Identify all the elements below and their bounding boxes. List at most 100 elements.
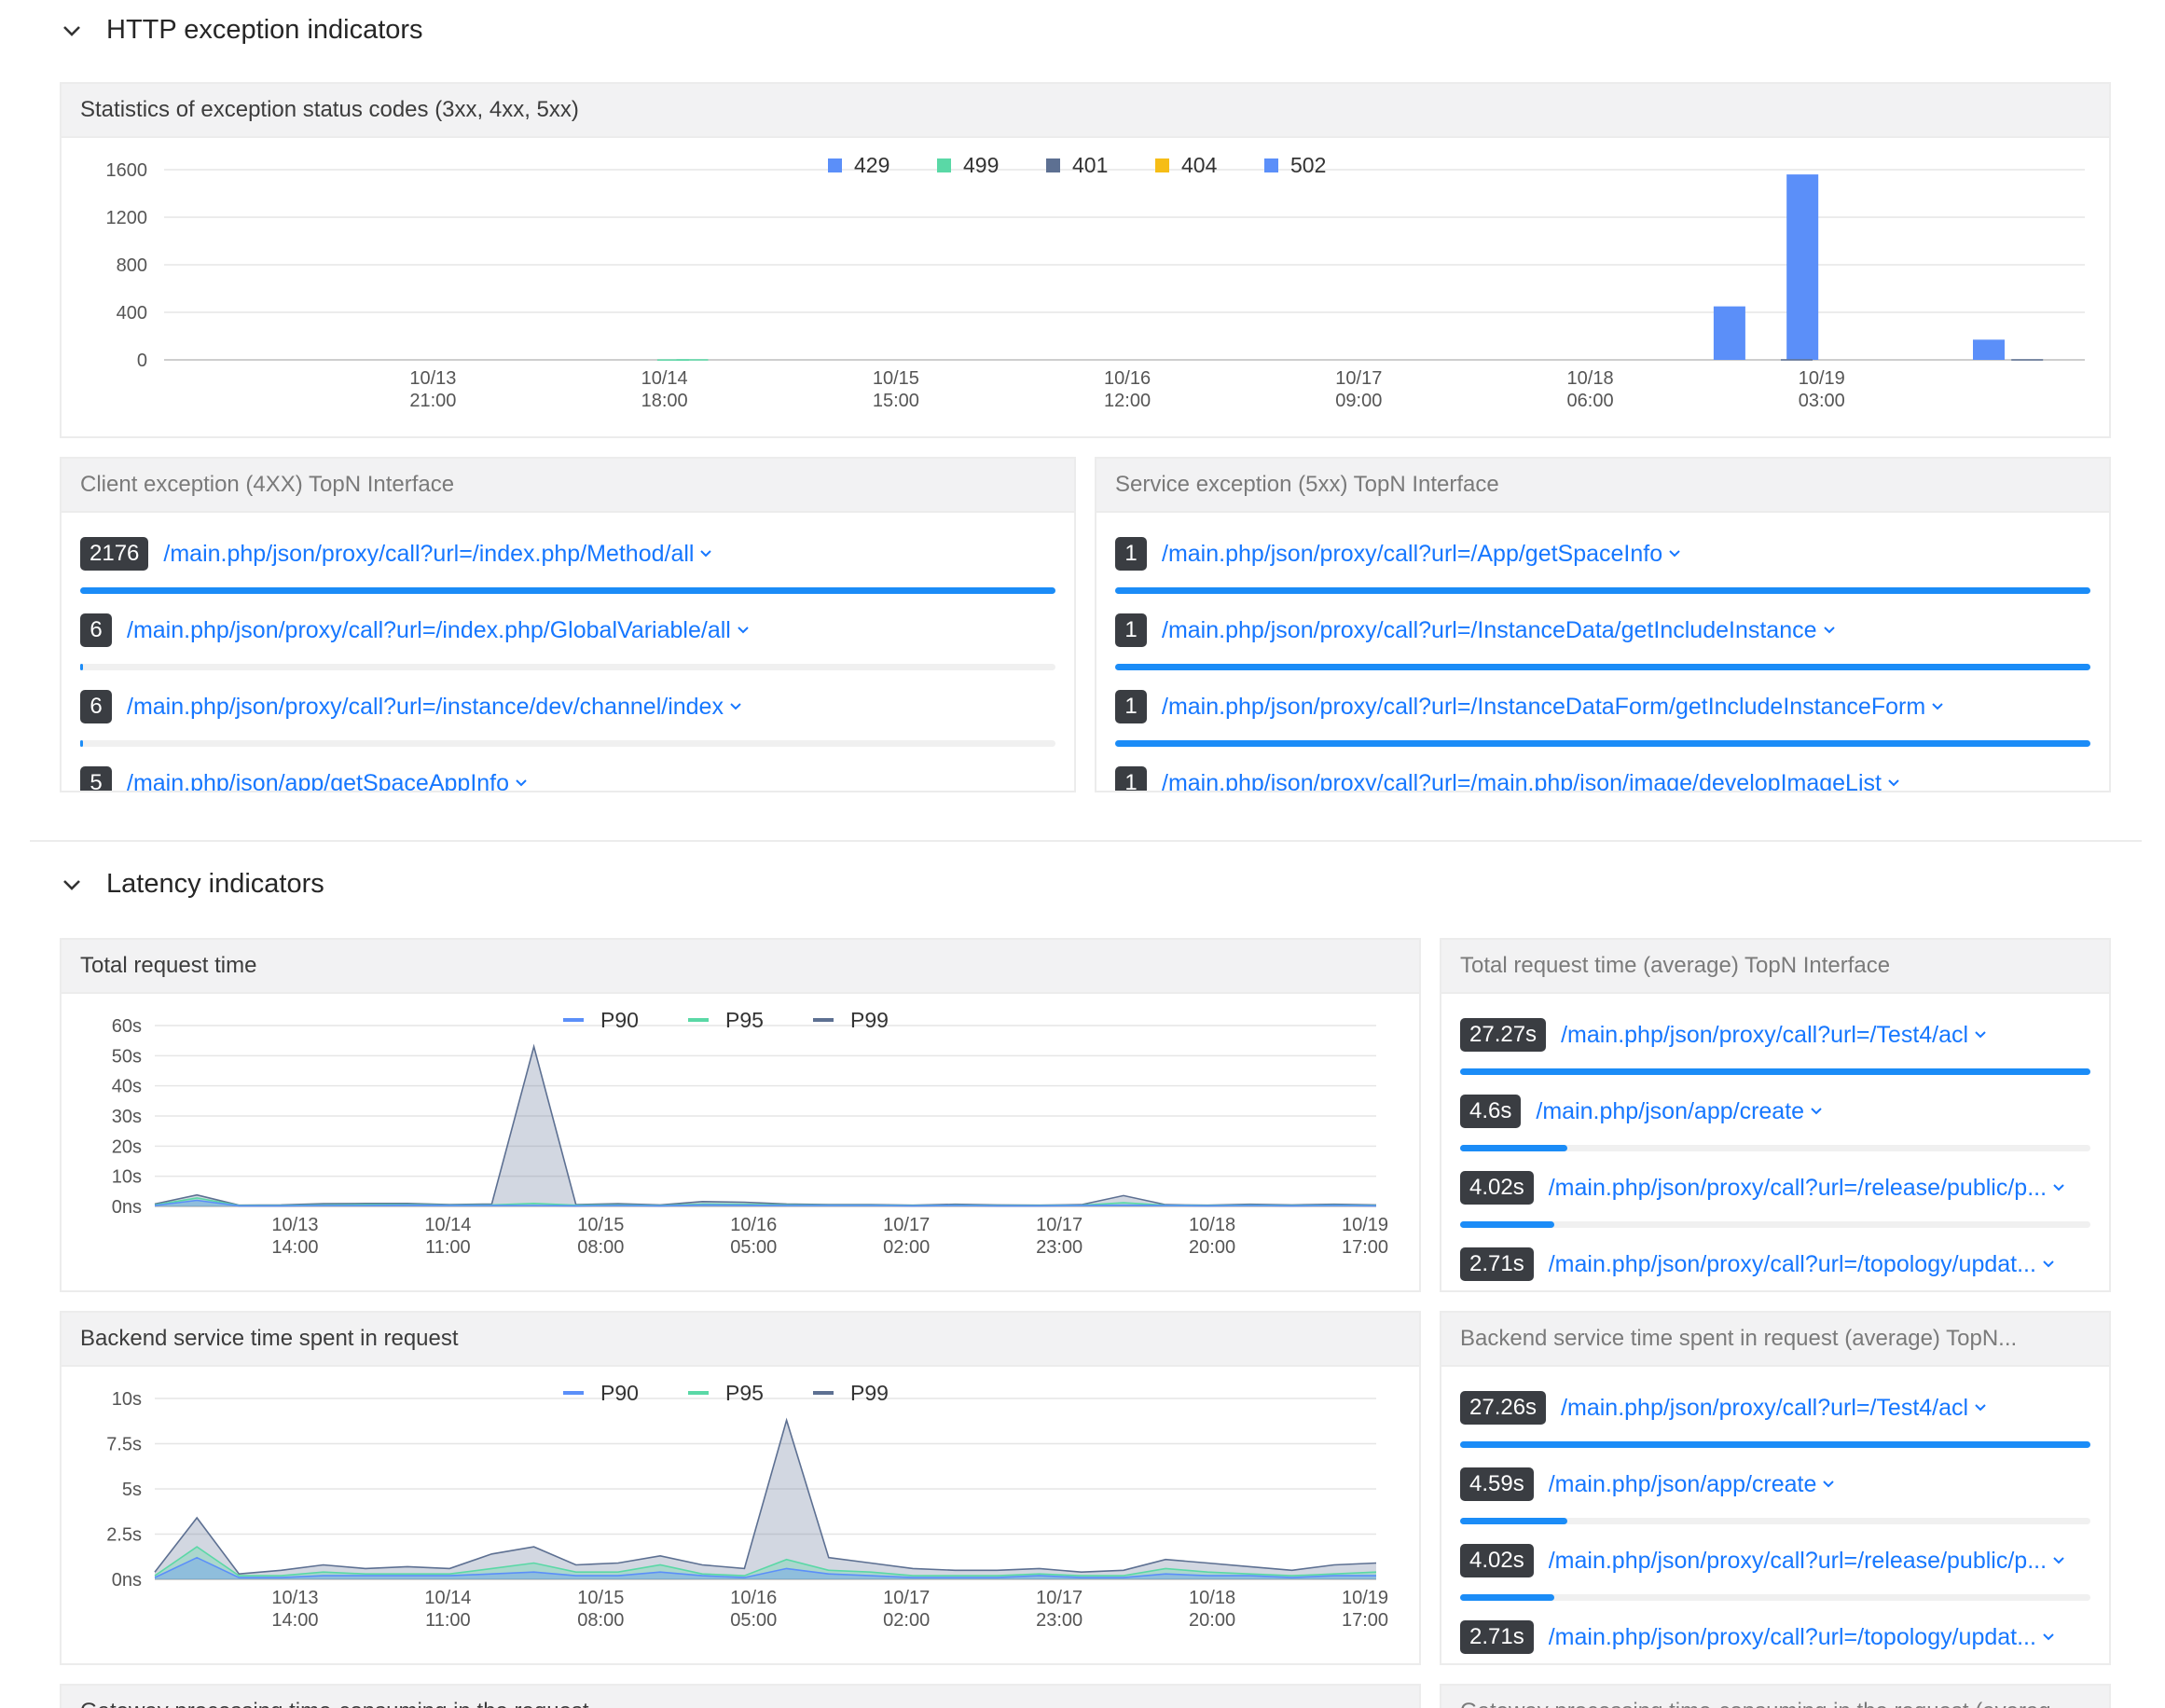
interface-link[interactable]: /main.php/json/proxy/call?url=/Test4/acl [1561, 1394, 1969, 1421]
value-badge: 2176 [80, 537, 149, 571]
interface-link[interactable]: /main.php/json/proxy/call?url=/release/p… [1548, 1547, 2048, 1574]
card-title: Backend service time spent in request (a… [1441, 1313, 2109, 1367]
interface-link[interactable]: /main.php/json/proxy/call?url=/main.php/… [1162, 769, 1882, 792]
chevron-down-icon[interactable] [58, 17, 86, 45]
x-tick-label: 20:00 [1189, 1610, 1235, 1631]
area-p99 [155, 1420, 1376, 1579]
chevron-down-icon[interactable] [1974, 1030, 1987, 1040]
chevron-down-icon[interactable] [515, 778, 528, 788]
interface-link[interactable]: /main.php/json/proxy/call?url=/instance/… [127, 693, 724, 720]
legend-label: 502 [1290, 153, 1326, 177]
backend-topn-card: Backend service time spent in request (a… [1440, 1311, 2111, 1665]
value-badge: 6 [80, 690, 112, 723]
ratio-bar-fill [1115, 664, 2090, 670]
ratio-bar-track [1115, 740, 2090, 747]
value-badge: 1 [1115, 690, 1147, 723]
ratio-bar-track [80, 664, 1055, 670]
legend-label: P99 [850, 1381, 889, 1405]
value-badge: 2.71s [1460, 1620, 1534, 1654]
service-topn-card: Service exception (5xx) TopN Interface 1… [1095, 457, 2111, 792]
y-tick-label: 0ns [112, 1570, 142, 1591]
interface-link[interactable]: /main.php/json/app/create [1548, 1470, 1817, 1497]
chevron-down-icon[interactable] [729, 702, 742, 711]
chevron-down-icon[interactable] [1668, 549, 1681, 558]
x-tick-label: 17:00 [1342, 1237, 1388, 1258]
value-badge: 4.59s [1460, 1467, 1534, 1501]
x-tick-label: 21:00 [409, 391, 456, 411]
value-badge: 4.02s [1460, 1171, 1534, 1205]
total-topn-list: 27.27s/main.php/json/proxy/call?url=/Tes… [1441, 994, 2109, 1290]
chevron-down-icon[interactable] [737, 626, 750, 635]
interface-link[interactable]: /main.php/json/app/create [1536, 1097, 1805, 1124]
ratio-bar-track [1460, 1068, 2090, 1075]
chevron-down-icon[interactable] [2042, 1260, 2055, 1269]
legend-marker [1046, 158, 1060, 172]
bar-429 [1713, 306, 1745, 360]
chevron-down-icon[interactable] [58, 871, 86, 899]
y-tick-label: 400 [117, 303, 147, 324]
interface-link[interactable]: /main.php/json/proxy/call?url=/InstanceD… [1162, 693, 1926, 720]
ratio-bar-track [1460, 1145, 2090, 1151]
x-tick-label: 10/14 [424, 1588, 471, 1608]
chevron-down-icon[interactable] [699, 549, 712, 558]
chevron-down-icon[interactable] [1931, 702, 1944, 711]
legend-label: 429 [854, 153, 889, 177]
chevron-down-icon[interactable] [2052, 1556, 2065, 1565]
interface-link[interactable]: /main.php/json/proxy/call?url=/Test4/acl [1561, 1021, 1969, 1048]
legend-label: P99 [850, 1008, 889, 1032]
x-tick-label: 05:00 [730, 1610, 777, 1631]
http-section-header[interactable]: HTTP exception indicators [58, 15, 423, 46]
chevron-down-icon[interactable] [1974, 1403, 1987, 1412]
topn-item: 1/main.php/json/proxy/call?url=/Instance… [1115, 613, 2090, 690]
line-p90 [154, 1199, 1377, 1207]
x-tick-label: 08:00 [577, 1610, 624, 1631]
y-tick-label: 7.5s [106, 1435, 142, 1455]
card-title: Client exception (4XX) TopN Interface [62, 459, 1074, 513]
x-tick-label: 10/18 [1189, 1588, 1235, 1608]
chevron-down-icon[interactable] [1887, 778, 1900, 788]
ratio-bar-track [1115, 587, 2090, 594]
card-title: Gateway processing time-consuming in the… [1441, 1686, 2109, 1708]
line-p90 [154, 1556, 1376, 1578]
interface-link[interactable]: /main.php/json/proxy/call?url=/release/p… [1548, 1174, 2048, 1201]
line-p99 [154, 1043, 1377, 1206]
interface-link[interactable]: /main.php/json/proxy/call?url=/index.php… [163, 540, 695, 567]
x-tick-label: 11:00 [425, 1237, 471, 1258]
x-tick-label: 10/14 [424, 1215, 471, 1235]
interface-link[interactable]: /main.php/json/proxy/call?url=/topology/… [1548, 1623, 2036, 1650]
value-badge: 6 [80, 613, 112, 647]
latency-section-header[interactable]: Latency indicators [58, 869, 324, 900]
x-tick-label: 10/19 [1342, 1215, 1388, 1235]
backend-topn-list: 27.26s/main.php/json/proxy/call?url=/Tes… [1441, 1367, 2109, 1663]
topn-item: 4.02s/main.php/json/proxy/call?url=/rele… [1460, 1544, 2090, 1620]
topn-item: 6/main.php/json/proxy/call?url=/index.ph… [80, 613, 1055, 690]
chevron-down-icon[interactable] [1823, 626, 1836, 635]
card-title: Service exception (5xx) TopN Interface [1096, 459, 2109, 513]
chevron-down-icon[interactable] [2052, 1183, 2065, 1192]
interface-link[interactable]: /main.php/json/proxy/call?url=/InstanceD… [1162, 616, 1817, 643]
y-tick-label: 1600 [106, 160, 148, 181]
chevron-down-icon[interactable] [2042, 1632, 2055, 1642]
total-request-card: Total request time 0ns 10s 20s 30s 40s 50s 60s… [60, 938, 1421, 1292]
legend-label: 404 [1181, 153, 1218, 177]
interface-link[interactable]: /main.php/json/proxy/call?url=/App/getSp… [1162, 540, 1663, 567]
interface-link[interactable]: /main.php/json/app/getSpaceAppInfo [127, 769, 510, 792]
x-tick-label: 12:00 [1104, 391, 1151, 411]
chevron-down-icon[interactable] [1822, 1480, 1835, 1489]
topn-item: 1/main.php/json/proxy/call?url=/App/getS… [1115, 537, 2090, 613]
bar-429 [1973, 339, 2005, 360]
legend-marker [1155, 158, 1169, 172]
card-title: Total request time [62, 940, 1419, 994]
legend-label: P90 [600, 1381, 639, 1405]
ratio-bar-fill [80, 740, 84, 747]
interface-link[interactable]: /main.php/json/proxy/call?url=/topology/… [1548, 1250, 2036, 1277]
x-tick-label: 10/17 [1036, 1588, 1082, 1608]
line-p95 [154, 1546, 1377, 1577]
backend-card: Backend service time spent in request 0n… [60, 1311, 1421, 1665]
x-tick-label: 10/18 [1189, 1215, 1235, 1235]
chevron-down-icon[interactable] [1810, 1107, 1823, 1116]
interface-link[interactable]: /main.php/json/proxy/call?url=/index.php… [127, 616, 731, 643]
x-tick-label: 10/16 [1104, 368, 1151, 389]
value-badge: 5 [80, 766, 112, 791]
